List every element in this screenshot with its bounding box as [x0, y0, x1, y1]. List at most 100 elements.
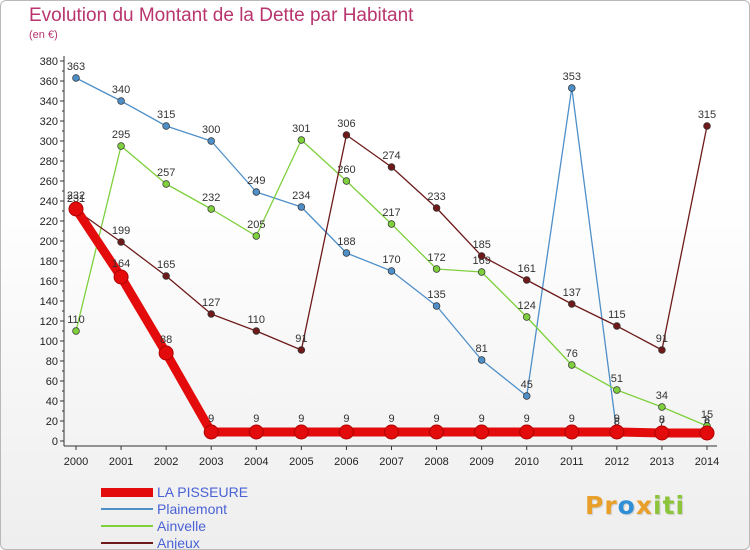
data-label: 170	[382, 254, 400, 266]
data-point	[387, 267, 396, 275]
data-label: 165	[157, 259, 175, 271]
legend-swatch	[101, 487, 153, 497]
data-label: 301	[292, 123, 310, 135]
data-label: 161	[518, 263, 536, 275]
data-point	[158, 345, 174, 361]
data-point	[564, 424, 580, 440]
y-tick-label: 40	[46, 396, 58, 408]
data-point	[477, 268, 486, 276]
x-tick-label: 2013	[650, 456, 674, 468]
y-tick-label: 280	[40, 156, 58, 168]
y-tick-label: 140	[40, 296, 58, 308]
data-point	[613, 386, 621, 394]
line-chart: 0 20 40 60 80 100 120 140 160 180 200 220 240 260 280 3…	[40, 56, 719, 468]
data-point	[477, 356, 486, 364]
legend-swatch	[101, 542, 153, 544]
data-point	[113, 269, 129, 285]
chart-title: Evolution du Montant de la Dette par Hab…	[29, 5, 414, 26]
legend-swatch	[101, 508, 153, 510]
y-tick-label: 20	[46, 416, 58, 428]
data-point	[248, 424, 264, 440]
data-label: 274	[382, 150, 400, 162]
data-label: 233	[427, 191, 445, 203]
data-point	[207, 205, 215, 213]
data-label: 7	[659, 417, 665, 429]
data-point	[432, 302, 441, 310]
data-label: 164	[112, 258, 130, 270]
data-label: 8	[704, 414, 710, 426]
x-tick-label: 2011	[560, 456, 584, 468]
data-point	[477, 252, 486, 260]
logo-letter: i	[653, 491, 663, 520]
data-label: 9	[614, 413, 620, 425]
data-point	[203, 424, 219, 440]
data-point	[387, 163, 396, 171]
x-tick-label: 2004	[244, 456, 268, 468]
data-point	[297, 203, 306, 211]
data-label: 8	[659, 414, 665, 426]
data-label: 295	[112, 129, 130, 141]
data-point	[342, 177, 351, 185]
y-tick-label: 180	[40, 256, 58, 268]
data-point	[117, 142, 125, 150]
chart-unit: (en €)	[29, 29, 58, 41]
data-point	[297, 136, 306, 144]
data-point	[699, 425, 715, 441]
data-point	[297, 346, 306, 354]
data-point	[522, 392, 531, 400]
legend-swatch	[101, 525, 153, 527]
data-label: 9	[479, 413, 485, 425]
y-tick-label: 160	[40, 276, 58, 288]
y-tick-label: 300	[40, 136, 58, 148]
data-label: 217	[382, 207, 400, 219]
data-label: 363	[67, 61, 85, 73]
x-tick-label: 2008	[424, 456, 448, 468]
y-tick-label: 80	[46, 356, 58, 368]
y-tick-label: 360	[40, 76, 58, 88]
data-label: 91	[656, 333, 668, 345]
data-label: 9	[343, 413, 349, 425]
logo-letter: t	[662, 491, 676, 520]
proxiti-logo: Proxiti	[585, 491, 685, 520]
data-label: 249	[247, 175, 265, 187]
data-label: 232	[202, 192, 220, 204]
data-label: 260	[337, 164, 355, 176]
data-label: 306	[337, 118, 355, 130]
data-label: 88	[160, 334, 172, 346]
data-point	[568, 361, 576, 369]
data-point	[432, 265, 441, 273]
data-point	[609, 424, 625, 440]
x-tick-label: 2001	[109, 456, 133, 468]
data-point	[68, 201, 84, 217]
y-tick-label: 240	[40, 196, 58, 208]
data-label: 110	[67, 314, 85, 326]
data-point	[162, 272, 170, 280]
data-label: 185	[472, 239, 490, 251]
legend-label: LA PISSEURE	[157, 484, 249, 500]
data-label: 9	[208, 413, 214, 425]
x-tick-label: 2012	[605, 456, 629, 468]
data-point	[252, 327, 261, 335]
data-label: 115	[608, 309, 626, 321]
data-label: 353	[563, 71, 581, 83]
data-point	[658, 403, 666, 411]
data-point	[117, 238, 125, 246]
data-point	[72, 74, 80, 82]
data-label: 199	[112, 225, 130, 237]
y-tick-label: 340	[40, 96, 58, 108]
logo-letter: r	[604, 491, 618, 520]
data-label: 188	[337, 236, 355, 248]
data-label: 15	[701, 409, 713, 421]
data-point	[519, 424, 535, 440]
data-label: 45	[521, 379, 533, 391]
data-label: 315	[698, 109, 716, 121]
data-point	[613, 322, 621, 330]
logo-letter: P	[585, 491, 605, 520]
data-label: 9	[434, 413, 440, 425]
data-point	[252, 188, 261, 196]
data-label: 9	[253, 413, 259, 425]
data-point	[207, 310, 215, 318]
series-anjeux: 231 199 165 127 110 91 306 274 233 185 161 137 115 91…	[67, 109, 716, 354]
